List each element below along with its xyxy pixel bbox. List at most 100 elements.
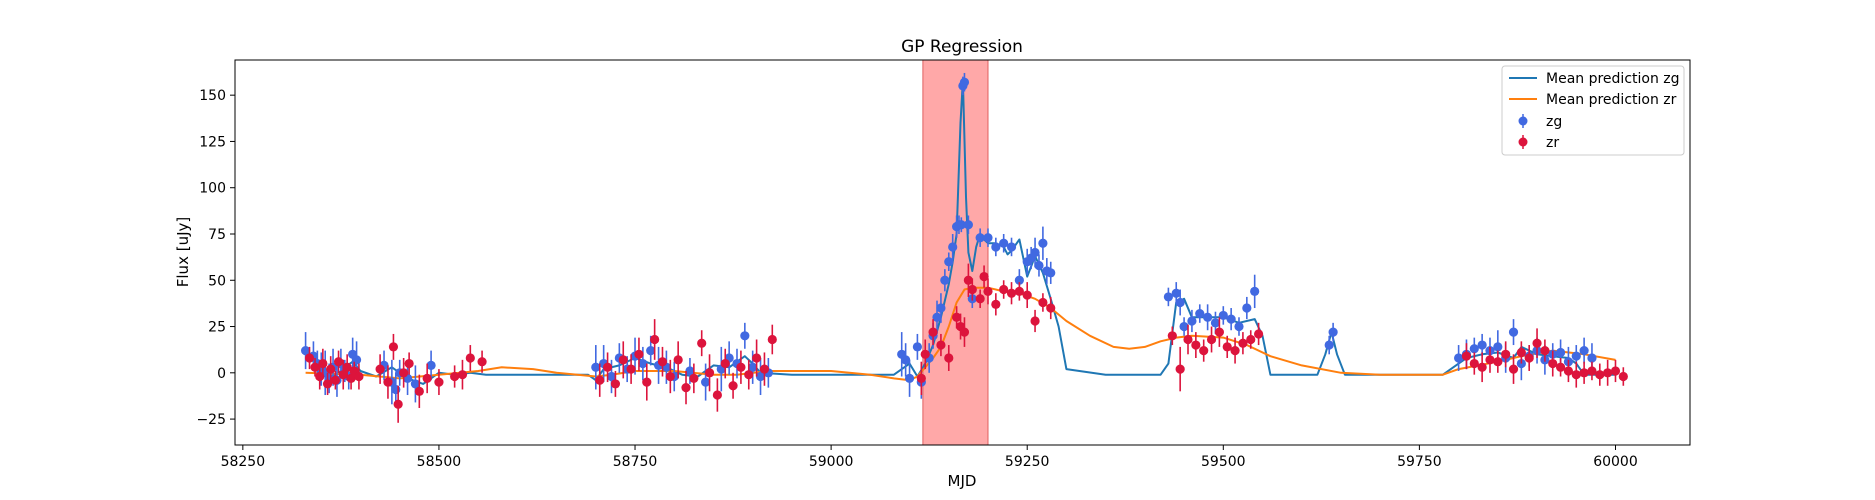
point-zr — [1222, 342, 1232, 352]
point-zr — [1038, 297, 1048, 308]
point-zg — [1179, 321, 1189, 332]
point-zg — [901, 355, 911, 365]
point-zr — [744, 370, 754, 380]
point-zr — [1238, 338, 1248, 348]
point-zr — [1461, 351, 1472, 361]
point-zr — [657, 357, 668, 367]
point-zr — [1230, 346, 1240, 356]
point-zg — [932, 312, 942, 322]
point-zg — [1187, 316, 1197, 326]
point-zr — [959, 327, 970, 337]
point-zr — [1595, 370, 1605, 380]
point-zr — [952, 312, 962, 322]
point-zr — [626, 364, 636, 374]
point-zg — [1030, 247, 1040, 258]
point-zg — [351, 355, 362, 365]
point-zr — [457, 370, 468, 380]
point-zr — [1014, 286, 1024, 296]
y-tick-label: 75 — [208, 227, 226, 243]
point-zg — [956, 220, 966, 230]
x-tick-label: 60000 — [1593, 454, 1638, 470]
x-tick-label: 58250 — [221, 454, 266, 470]
point-zr — [936, 340, 946, 350]
point-zg — [1328, 327, 1338, 337]
point-zr — [1214, 327, 1224, 337]
point-zr — [1206, 334, 1217, 345]
point-zr — [618, 355, 628, 365]
point-zr — [1199, 346, 1209, 356]
point-zg — [426, 360, 436, 371]
point-zg — [606, 371, 617, 382]
point-zg — [963, 220, 973, 230]
point-zg — [591, 362, 601, 372]
point-zr — [963, 275, 973, 285]
x-tick-label: 58750 — [613, 454, 658, 470]
point-zg — [1171, 288, 1181, 298]
point-zr — [979, 271, 989, 282]
point-zg — [1324, 340, 1334, 350]
x-axis-ticks: 58250 58500 58750 59000 59250 59500 59750 60000 — [221, 445, 1638, 470]
point-zr — [1006, 288, 1017, 298]
point-zr — [916, 373, 926, 383]
plot-frame — [234, 59, 1691, 446]
point-zg — [1163, 292, 1173, 302]
point-zr — [1191, 340, 1201, 350]
point-zg — [999, 238, 1009, 248]
point-zr — [1540, 346, 1550, 356]
point-zg — [991, 242, 1001, 252]
point-zr — [333, 357, 344, 367]
point-zr — [393, 399, 403, 409]
y-tick-label: 25 — [208, 320, 226, 336]
legend-label-zr-line: Mean prediction zr — [1546, 92, 1677, 108]
point-zr — [450, 371, 460, 382]
y-axis-ticks: −25 0 25 50 75 100 125 150 — [196, 88, 235, 428]
point-zr — [1493, 357, 1503, 367]
point-zr — [1579, 368, 1589, 378]
observation-points-layer — [300, 72, 1628, 423]
point-zr — [712, 390, 722, 400]
point-zr — [1603, 368, 1613, 378]
point-zr — [330, 375, 340, 385]
y-tick-label: −25 — [196, 412, 226, 428]
point-zr — [383, 377, 393, 387]
point-zr — [1516, 347, 1526, 358]
point-zr — [1571, 370, 1581, 380]
point-zr — [1587, 366, 1597, 376]
highlight-span — [922, 59, 989, 446]
point-zg — [1034, 260, 1044, 271]
point-zr — [1563, 366, 1574, 376]
point-zr — [752, 353, 762, 363]
point-zr — [414, 386, 424, 396]
point-zr — [673, 355, 683, 365]
point-zr — [1253, 329, 1264, 339]
x-tick-label: 59750 — [1397, 454, 1442, 470]
point-zr — [689, 373, 699, 383]
point-zr — [342, 362, 352, 372]
point-zr — [318, 358, 328, 369]
point-zr — [642, 377, 652, 387]
point-zg — [904, 373, 915, 383]
point-zr — [346, 373, 356, 383]
point-zg — [701, 377, 711, 387]
point-zg — [638, 358, 648, 369]
point-zr — [310, 362, 320, 372]
point-zr — [434, 377, 444, 387]
point-zg — [1469, 344, 1479, 354]
point-zr — [388, 342, 399, 352]
y-tick-label: 50 — [208, 273, 226, 289]
x-tick-label: 59250 — [1005, 454, 1050, 470]
point-zg — [410, 379, 421, 389]
point-zr — [1183, 334, 1193, 345]
point-zr — [975, 294, 985, 304]
point-zr — [944, 353, 954, 363]
point-zr — [1175, 364, 1185, 374]
point-zg — [948, 242, 958, 252]
point-zr — [610, 379, 621, 389]
y-tick-label: 125 — [199, 134, 226, 150]
point-zr — [1246, 334, 1256, 345]
legend-swatch-zg-point — [1518, 116, 1528, 126]
point-zr — [704, 368, 715, 378]
point-zg — [391, 384, 401, 395]
point-zr — [477, 357, 487, 367]
